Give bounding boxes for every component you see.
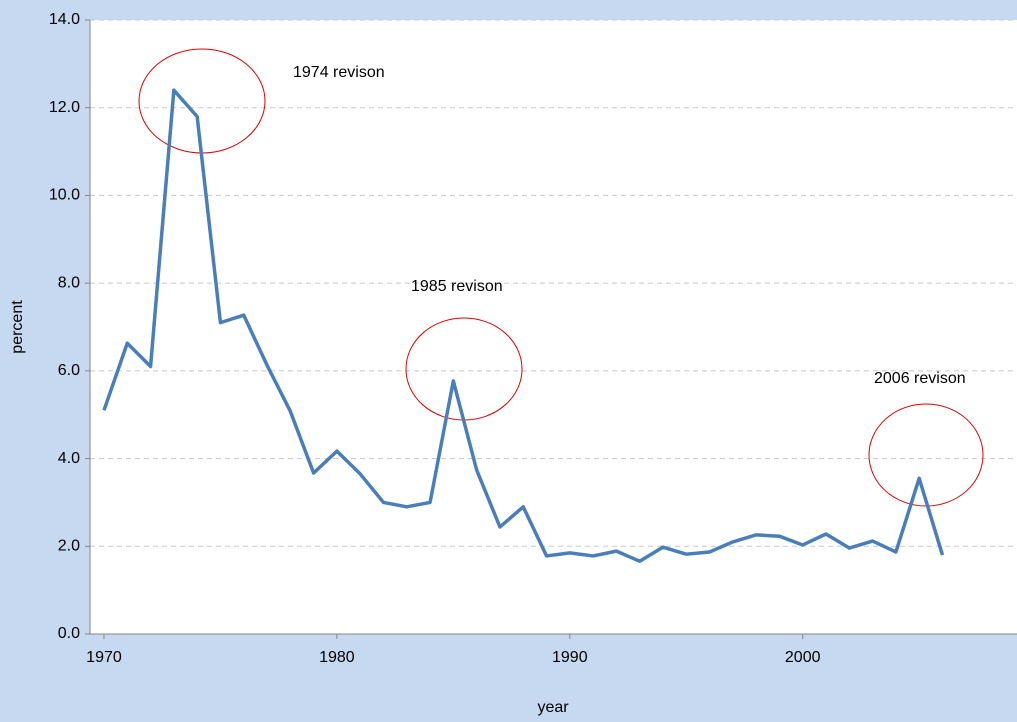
- annotation: 2006 revison: [874, 370, 966, 387]
- grid: [90, 19, 1017, 547]
- x-tick-label: 2000: [785, 649, 821, 666]
- x-tick-label: 1980: [319, 649, 355, 666]
- x-tick-label: 1970: [86, 649, 122, 666]
- annotation: 1985 revison: [411, 278, 503, 295]
- y-tick-label: 14.0: [49, 11, 80, 28]
- annotation: 1974 revison: [293, 64, 385, 81]
- x-tick-label: 1990: [552, 649, 588, 666]
- line: [102, 88, 945, 563]
- x-axis-label: year: [537, 699, 569, 716]
- y-tick-label: 8.0: [58, 274, 80, 291]
- y-tick-label: 6.0: [58, 362, 80, 379]
- y-tick-label: 2.0: [58, 538, 80, 555]
- plot-area: [90, 20, 1017, 634]
- y-tick-label: 12.0: [49, 99, 80, 116]
- y-tick-label: 0.0: [58, 625, 80, 642]
- y-tick-label: 10.0: [49, 187, 80, 204]
- y-tick-label: 4.0: [58, 450, 80, 467]
- y-axis-label: percent: [9, 300, 26, 354]
